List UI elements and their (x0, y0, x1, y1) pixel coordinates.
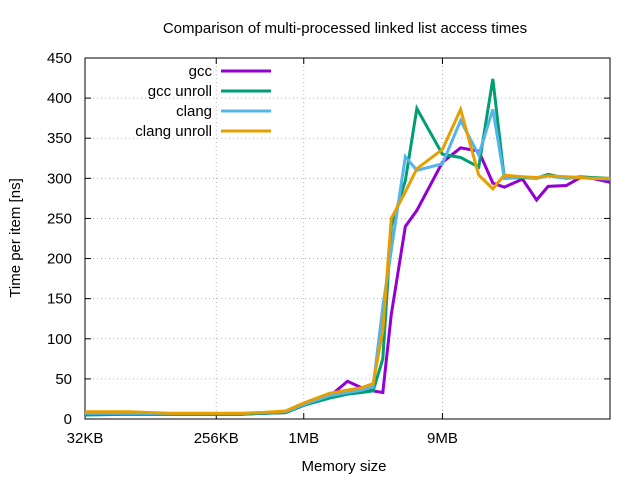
y-tick-label: 250 (47, 210, 72, 227)
chart-title: Comparison of multi-processed linked lis… (163, 20, 527, 37)
series-layer (85, 78, 610, 417)
legend-label: gcc unroll (148, 83, 212, 100)
x-axis-label: Memory size (301, 458, 386, 475)
y-tick-label: 100 (47, 331, 72, 348)
y-tick-label: 350 (47, 130, 72, 147)
y-tick-label: 200 (47, 251, 72, 268)
series-line-clang-unroll (85, 104, 610, 415)
legend-label: gcc (189, 63, 213, 80)
y-tick-label: 0 (64, 411, 72, 428)
grid-layer (85, 58, 610, 419)
legend-label: clang (176, 103, 212, 120)
y-tick-label: 50 (55, 371, 72, 388)
y-tick-label: 300 (47, 170, 72, 187)
plot-border (84, 57, 611, 420)
legend: gcc gcc unroll clang clang unroll (135, 63, 271, 140)
x-tick-label: 256KB (194, 430, 239, 447)
x-tick-label: 32KB (67, 430, 104, 447)
tick-layer: 0 50 100 150 200 250 300 350 400 450 32KB 256KB 1MB 9… (47, 50, 610, 447)
y-axis-label: Time per item [ns] (7, 178, 24, 297)
axis-layer (84, 57, 611, 420)
y-tick-label: 450 (47, 50, 72, 67)
x-tick-label: 1MB (288, 430, 319, 447)
y-tick-label: 150 (47, 291, 72, 308)
legend-label: clang unroll (135, 123, 212, 140)
y-tick-label: 400 (47, 90, 72, 107)
x-tick-label: 9MB (427, 430, 458, 447)
